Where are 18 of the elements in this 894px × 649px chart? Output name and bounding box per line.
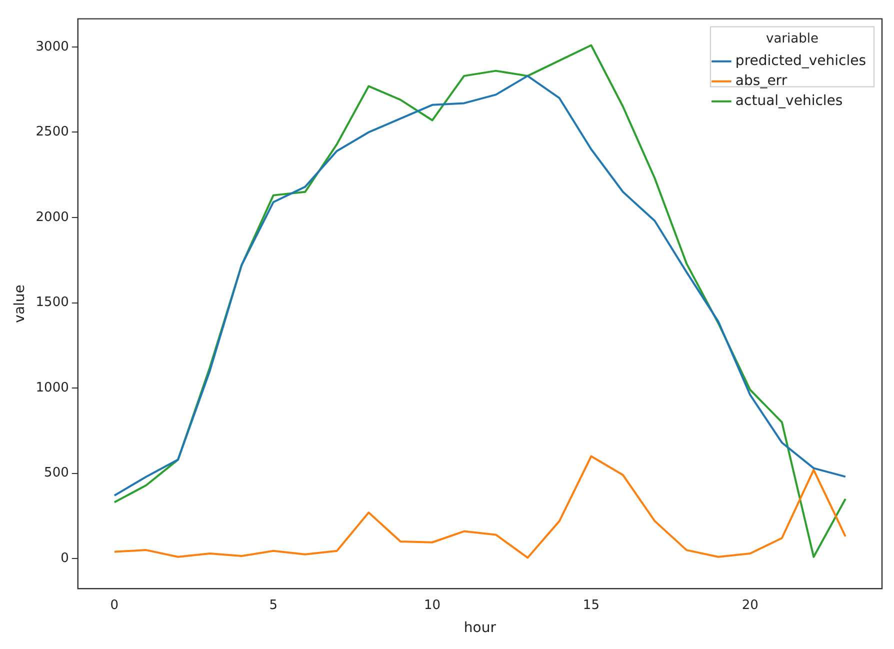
y-tick-label: 0: [60, 550, 69, 566]
x-tick-label: 15: [582, 598, 600, 613]
y-tick-label: 500: [44, 466, 69, 481]
legend-label: predicted_vehicles: [735, 53, 866, 70]
y-tick-label: 1000: [36, 380, 69, 396]
y-tick-label: 1500: [36, 295, 69, 310]
y-tick-label: 2500: [36, 124, 69, 140]
x-axis-title: hour: [464, 620, 496, 636]
y-tick-label: 2000: [36, 210, 69, 225]
x-tick-label: 5: [269, 598, 278, 613]
legend-label: abs_err: [735, 73, 788, 90]
y-tick-label: 3000: [36, 39, 69, 54]
x-tick-label: 20: [742, 598, 758, 613]
legend-label: actual_vehicles: [735, 93, 843, 110]
x-tick-label: 10: [424, 598, 441, 613]
x-tick-label: 0: [110, 598, 119, 613]
legend-title: variable: [766, 32, 818, 47]
y-axis-title: value: [12, 284, 28, 323]
